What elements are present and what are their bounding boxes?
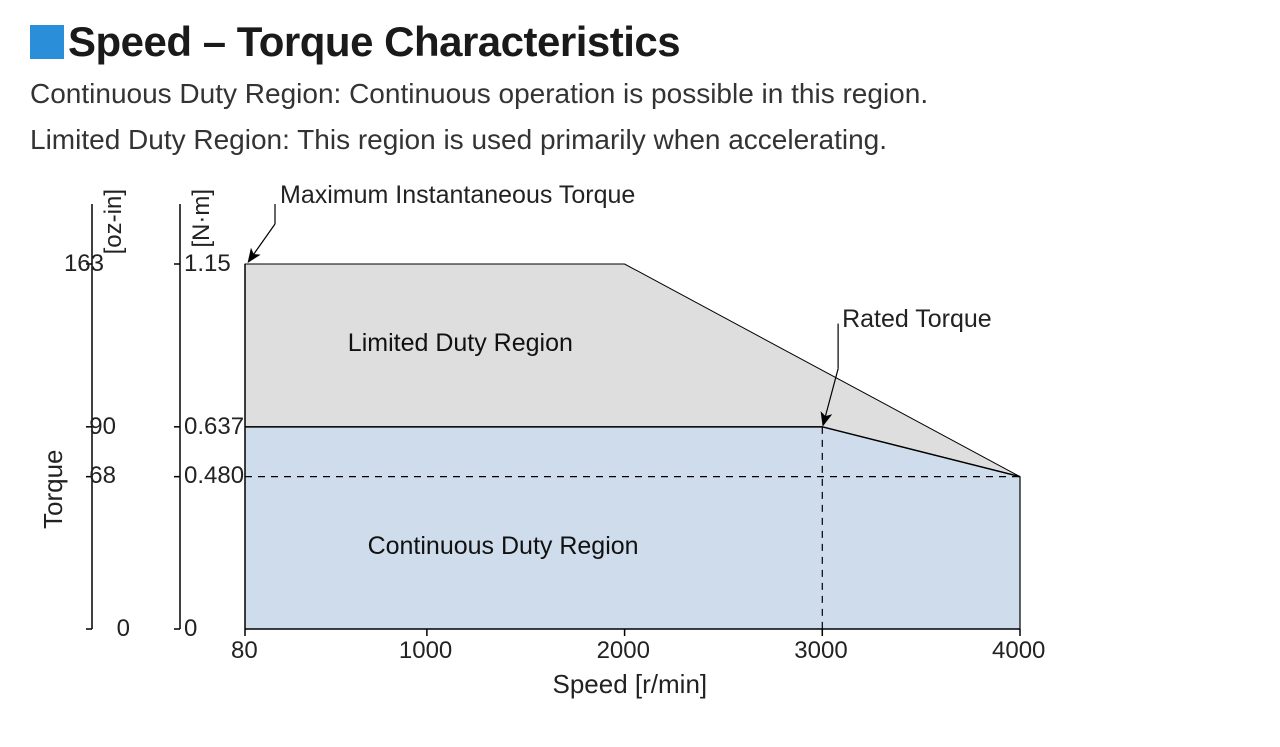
limited-region-label: Limited Duty Region xyxy=(348,329,573,358)
y-tick-nm-2: 0.637 xyxy=(184,413,244,441)
title-row: Speed – Torque Characteristics xyxy=(30,18,1250,66)
x-tick-1: 1000 xyxy=(399,637,452,665)
x-tick-0: 80 xyxy=(231,637,258,665)
x-axis-label: Speed [r/min] xyxy=(553,669,708,700)
continuous-region-label: Continuous Duty Region xyxy=(368,532,639,561)
x-tick-4: 4000 xyxy=(992,637,1045,665)
max-torque-annotation: Maximum Instantaneous Torque xyxy=(280,181,635,210)
y-tick-nm-0: 0 xyxy=(184,615,197,643)
description-2: Limited Duty Region: This region is used… xyxy=(30,122,1250,158)
description-1: Continuous Duty Region: Continuous opera… xyxy=(30,76,1250,112)
y-unit-ozin: [oz-in] xyxy=(100,189,128,254)
y-tick-ozin-0: 0 xyxy=(70,615,130,643)
y-unit-nm: [N·m] xyxy=(188,189,216,248)
y-tick-ozin-2: 90 xyxy=(56,413,116,441)
x-tick-3: 3000 xyxy=(794,637,847,665)
y-tick-ozin-1: 68 xyxy=(56,462,116,490)
x-tick-2: 2000 xyxy=(597,637,650,665)
title-bullet xyxy=(30,25,64,59)
page-title: Speed – Torque Characteristics xyxy=(68,18,680,66)
y-tick-ozin-3: 163 xyxy=(44,250,104,278)
y-tick-nm-3: 1.15 xyxy=(184,250,231,278)
y-tick-nm-1: 0.480 xyxy=(184,462,244,490)
rated-torque-annotation: Rated Torque xyxy=(842,305,992,334)
chart-container: Torque [oz-in] [N·m] 0 68 90 163 0 0.480… xyxy=(30,169,1230,719)
